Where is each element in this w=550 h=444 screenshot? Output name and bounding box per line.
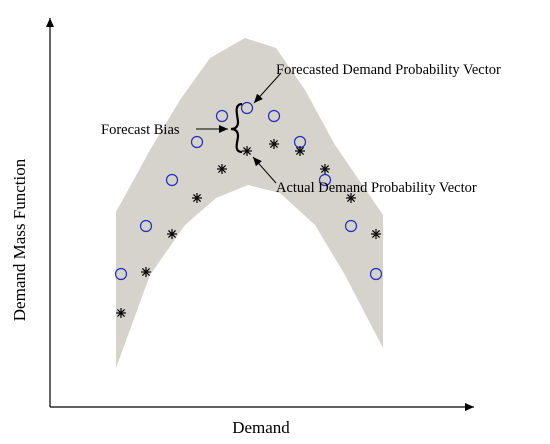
uncertainty-band (116, 38, 383, 368)
forecast-point (267, 109, 281, 123)
actual-point (320, 164, 330, 174)
actual-arrow (252, 156, 277, 184)
actual-label: Actual Demand Probability Vector (276, 180, 477, 196)
actual-point (371, 229, 381, 239)
forecasted-arrow (253, 72, 282, 104)
forecast-bias-brace (230, 102, 243, 154)
actual-point (295, 146, 305, 156)
forecasted-label: Forecasted Demand Probability Vector (276, 62, 501, 78)
actual-point (242, 146, 252, 156)
forecast-point (240, 101, 254, 115)
actual-point (269, 139, 279, 149)
forecast-point (165, 173, 179, 187)
actual-points (116, 139, 381, 318)
forecast-point (190, 135, 204, 149)
forecast-point (139, 219, 153, 233)
actual-point (167, 229, 177, 239)
actual-point (141, 267, 151, 277)
actual-point (217, 164, 227, 174)
forecast-point (215, 109, 229, 123)
actual-point (116, 308, 126, 318)
y-axis-label: Demand Mass Function (10, 158, 29, 321)
actual-point (192, 193, 202, 203)
forecast-point (114, 267, 128, 281)
forecast-bias-label: Forecast Bias (101, 122, 180, 138)
x-axis-label: Demand (232, 418, 290, 437)
actual-point (346, 193, 356, 203)
forecast-point (318, 173, 332, 187)
forecast-point (369, 267, 383, 281)
forecast-point (344, 219, 358, 233)
